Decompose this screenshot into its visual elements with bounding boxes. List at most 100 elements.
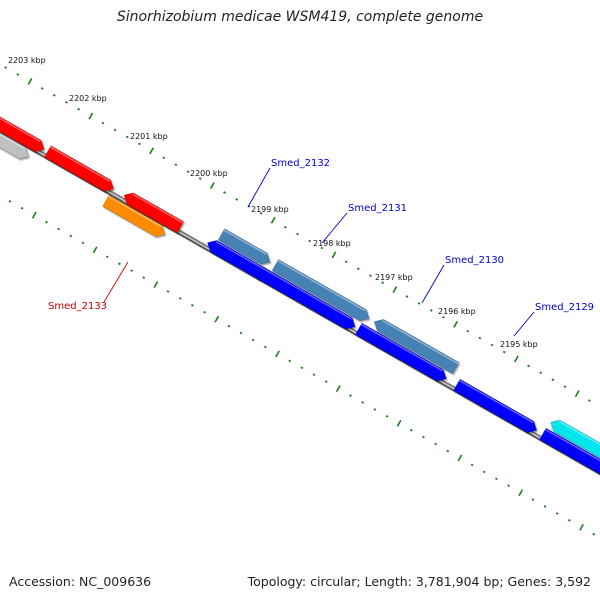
gene-highlight <box>223 229 267 255</box>
tick-mark <box>429 309 433 312</box>
tick-mark <box>113 128 117 132</box>
tick-mark <box>92 246 98 254</box>
topology-text: Topology: circular; Length: 3,781,904 bp… <box>247 574 591 589</box>
tick-mark <box>40 87 44 90</box>
tick-mark <box>369 274 372 278</box>
gene-highlight <box>382 320 459 365</box>
tick-mark <box>442 315 445 319</box>
tick-mark <box>88 112 94 120</box>
tick-mark <box>118 262 121 266</box>
kbp-label: 2197 kbp <box>375 273 413 282</box>
gene-highlight <box>49 146 111 182</box>
tick-mark <box>251 338 255 342</box>
gene-arrow <box>217 228 271 265</box>
tick-mark <box>223 191 226 194</box>
tick-mark <box>567 519 571 522</box>
gene-arrow <box>453 378 538 433</box>
tick-mark <box>308 239 312 243</box>
tick-mark <box>239 331 243 335</box>
gene-arrow <box>44 145 115 192</box>
tick-mark <box>214 315 220 323</box>
kbp-labels: 2203 kbp 2202 kbp 2201 kbp 2200 kbp 2199 kbp… <box>8 56 538 349</box>
tick-mark <box>27 78 33 85</box>
accession-text: Accession: NC_009636 <box>9 574 152 589</box>
leader-line <box>321 212 348 244</box>
tick-mark <box>153 281 159 288</box>
tick-mark <box>288 359 292 363</box>
tick-mark <box>381 281 385 284</box>
tick-mark <box>105 255 109 259</box>
map-title: Sinorhizobium medicae WSM419, complete g… <box>116 9 484 25</box>
tick-mark <box>190 304 194 307</box>
tick-mark <box>186 170 190 173</box>
tick-mark <box>8 199 12 203</box>
tick-mark <box>466 329 470 333</box>
tick-mark <box>344 260 348 264</box>
gene-arrow <box>207 240 267 281</box>
tick-mark <box>198 177 202 180</box>
gene-highlight <box>261 267 352 320</box>
tick-mark <box>162 156 166 160</box>
tick-mark <box>409 428 413 432</box>
tick-mark <box>320 246 324 250</box>
tick-mark <box>166 290 170 293</box>
leader-line <box>513 311 535 337</box>
tick-mark <box>356 267 360 271</box>
gene-arrow <box>373 319 460 375</box>
tick-mark <box>331 251 337 259</box>
tick-mark <box>453 320 459 328</box>
gene-arrow <box>123 192 185 234</box>
tick-mark <box>142 276 146 279</box>
tick-mark <box>527 364 530 368</box>
gene-highlight <box>0 133 26 150</box>
gene-highlight <box>360 323 444 372</box>
tick-mark <box>57 227 61 231</box>
tick-mark <box>300 366 304 370</box>
leader-line <box>247 167 271 208</box>
tick-mark <box>235 198 239 201</box>
tick-mark <box>283 225 287 229</box>
label-leader-lines <box>103 167 535 337</box>
tick-mark <box>385 415 389 418</box>
gene-label: Smed_2130 <box>445 255 504 266</box>
tick-mark <box>349 394 352 397</box>
tick-mark <box>174 163 178 167</box>
tick-mark <box>446 449 450 453</box>
tick-mark <box>227 324 231 328</box>
gene-arrow <box>550 419 600 459</box>
tick-mark <box>539 371 543 375</box>
gene-highlight <box>458 379 534 424</box>
kbp-label: 2200 kbp <box>190 169 228 178</box>
tick-mark <box>20 206 24 210</box>
gene-highlight <box>0 117 41 143</box>
inner-tick-ring <box>8 199 596 536</box>
tick-mark <box>296 232 299 236</box>
leader-line <box>103 261 129 303</box>
gene-highlight <box>277 260 366 312</box>
tick-mark <box>45 220 48 224</box>
gene-highlight <box>132 193 184 224</box>
tick-mark <box>495 477 498 481</box>
gene-arrow <box>271 259 370 322</box>
tick-mark <box>478 336 482 340</box>
kbp-label: 2203 kbp <box>8 56 46 65</box>
tick-mark <box>270 216 276 224</box>
gene-arrow <box>0 132 29 160</box>
tick-mark <box>482 470 486 474</box>
tick-mark <box>263 345 267 349</box>
gene-highlight <box>544 428 600 462</box>
tick-mark <box>417 302 421 305</box>
tick-mark <box>373 408 377 411</box>
tick-mark <box>65 100 68 104</box>
kbp-label: 2199 kbp <box>251 205 289 214</box>
gene-arrow <box>102 194 166 237</box>
gene-arrow <box>539 427 600 475</box>
tick-mark <box>149 147 155 155</box>
gene-labels: Smed_2132 Smed_2131 Smed_2130 Smed_2129 Smed… <box>48 158 594 313</box>
tick-mark <box>457 454 463 462</box>
gene-highlight <box>108 195 162 228</box>
tick-mark <box>275 350 280 358</box>
tick-mark <box>4 66 8 69</box>
tick-mark <box>405 295 409 298</box>
tick-mark <box>138 142 141 146</box>
